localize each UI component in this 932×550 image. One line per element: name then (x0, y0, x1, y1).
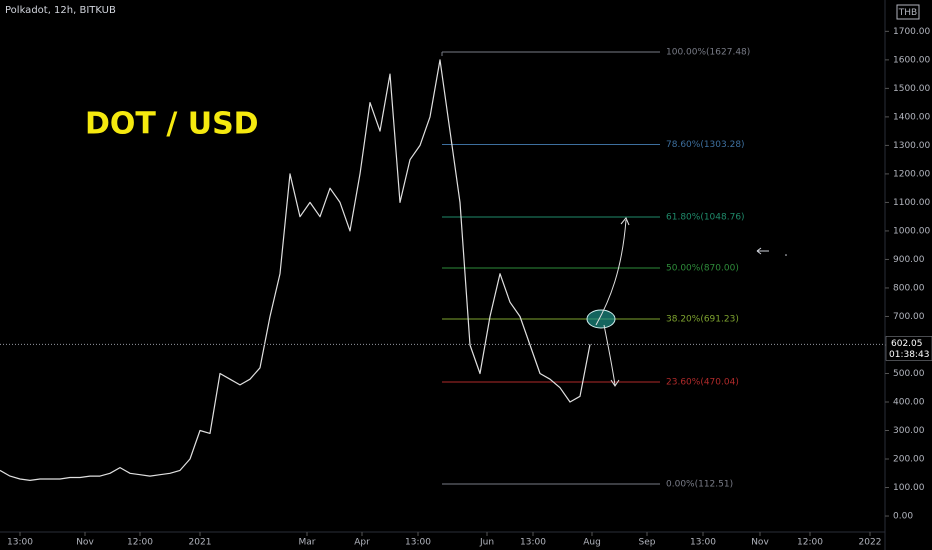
cursor-arrow (756, 247, 769, 255)
y-tick-label: 500.00 (893, 369, 925, 379)
x-tick-label: 2021 (189, 538, 212, 548)
arrow-head (610, 379, 620, 387)
x-tick-label: Apr (354, 538, 370, 548)
y-tick-label: 300.00 (893, 426, 925, 436)
y-tick-label: 1700.00 (893, 27, 930, 37)
y-tick-label: 700.00 (893, 312, 925, 322)
cursor-dot (785, 254, 787, 256)
x-tick-label: 13:00 (690, 538, 716, 548)
y-tick-label: 900.00 (893, 255, 925, 265)
plot-area: 0.00100.00200.00300.00400.00500.00600.00… (0, 27, 932, 548)
last-price-box (885, 336, 932, 361)
x-tick-label: Mar (299, 538, 316, 548)
y-tick-label: 400.00 (893, 397, 925, 407)
x-tick-label: 2022 (859, 538, 882, 548)
x-tick-label: Sep (639, 538, 656, 548)
x-tick-label: Nov (751, 538, 769, 548)
y-tick-label: 1600.00 (893, 55, 930, 65)
y-tick-label: 1100.00 (893, 198, 930, 208)
x-tick-label: 13:00 (520, 538, 546, 548)
fib-label: 50.00%(870.00) (666, 263, 739, 273)
currency[interactable]: THB (898, 8, 917, 18)
x-tick-label: Nov (76, 538, 94, 548)
y-tick-label: 1200.00 (893, 169, 930, 179)
symbol-header: Polkadot, 12h, BITKUB (5, 5, 116, 16)
y-tick-label: 0.00 (893, 512, 913, 522)
y-tick-label: 1500.00 (893, 84, 930, 94)
countdown-label: 01:38:43 (889, 350, 929, 360)
currency-box[interactable] (896, 4, 920, 20)
y-tick-label: 1300.00 (893, 141, 930, 151)
y-tick-label: 200.00 (893, 455, 925, 465)
fib-label: 38.20%(691.23) (666, 314, 739, 324)
x-tick-label: 12:00 (127, 538, 153, 548)
y-tick-label: 100.00 (893, 483, 925, 493)
fib-label: 78.60%(1303.28) (666, 140, 745, 150)
chart-title: DOT / USD (85, 107, 259, 142)
y-tick-label: 1400.00 (893, 112, 930, 122)
x-tick-label: 12:00 (797, 538, 823, 548)
fib-label: 100.00%(1627.48) (666, 48, 750, 58)
arrow-head (620, 217, 630, 226)
last-price-label: 602.05 (891, 339, 923, 349)
price-line (0, 59, 591, 481)
highlight-ellipse (586, 309, 616, 329)
arrow-down (603, 324, 616, 386)
arrow-up (595, 219, 627, 326)
fib-label: 23.60%(470.04) (666, 378, 739, 388)
x-tick-label: 13:00 (405, 538, 431, 548)
fib-label: 0.00%(112.51) (666, 479, 733, 489)
y-tick-label: 800.00 (893, 283, 925, 293)
x-tick-label: 13:00 (7, 538, 33, 548)
y-tick-label: 1000.00 (893, 226, 930, 236)
x-tick-label: Jun (479, 538, 494, 548)
fib-label: 61.80%(1048.76) (666, 213, 745, 223)
x-tick-label: Aug (583, 538, 601, 548)
